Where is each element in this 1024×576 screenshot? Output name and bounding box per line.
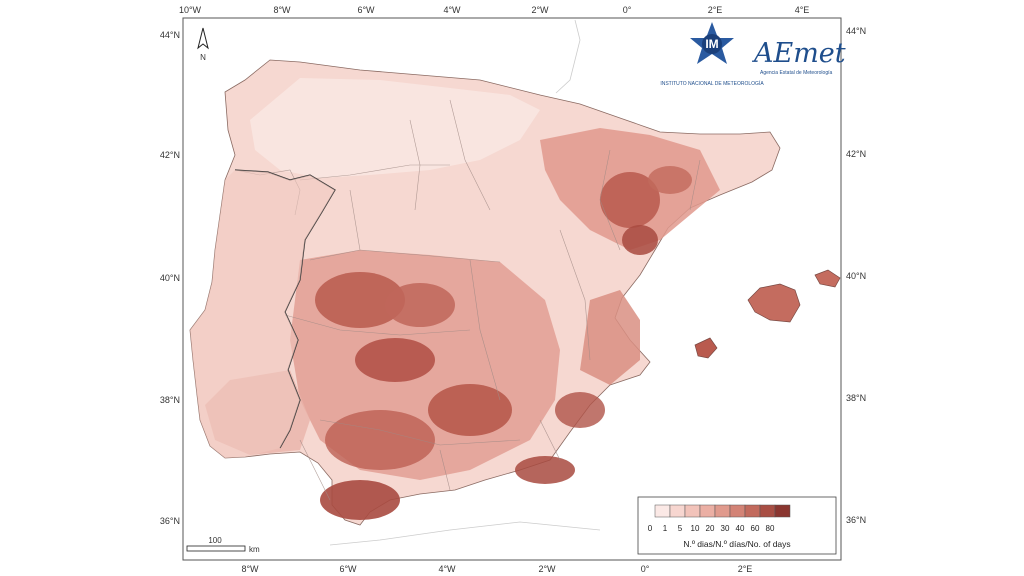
legend-swatch — [654, 504, 671, 518]
aemet-logo-sub: Agencia Estatal de Meteorología — [760, 70, 832, 76]
lat-tick-right: 38°N — [846, 393, 866, 403]
lon-tick-bottom: 0° — [641, 564, 650, 574]
aemet-logo: AEmet Agencia Estatal de Meteorología — [751, 38, 846, 76]
legend-swatch — [699, 504, 716, 518]
north-label: N — [200, 53, 206, 62]
africa-outline — [329, 521, 601, 546]
lat-tick-right: 40°N — [846, 271, 866, 281]
legend-title: N.º dias/N.º días/No. of days — [683, 539, 790, 549]
legend-swatch — [759, 504, 776, 518]
lat-tick-left: 44°N — [160, 30, 180, 40]
lon-tick-top: 8°W — [273, 5, 291, 15]
lat-ticks-left: 44°N 42°N 40°N 38°N 36°N — [160, 30, 180, 526]
lon-tick-bottom: 8°W — [241, 564, 259, 574]
legend-swatches — [654, 504, 791, 518]
lat-tick-left: 36°N — [160, 516, 180, 526]
lon-tick-top: 2°E — [708, 5, 723, 15]
lat-ticks-right: 44°N 42°N 40°N 38°N 36°N — [846, 26, 866, 525]
lon-tick-bottom: 2°W — [538, 564, 556, 574]
legend-label: 10 — [691, 524, 700, 533]
france-outline — [555, 19, 581, 94]
legend-swatch — [729, 504, 746, 518]
lon-tick-top: 2°W — [531, 5, 549, 15]
im-logo: IM INSTITUTO NACIONAL DE METEOROLOGÍA — [660, 22, 764, 87]
im-logo-sub: INSTITUTO NACIONAL DE METEOROLOGÍA — [660, 80, 764, 87]
legend-swatch — [669, 504, 686, 518]
legend-swatch — [774, 504, 791, 518]
legend-label: 20 — [706, 524, 715, 533]
lat-tick-right: 36°N — [846, 515, 866, 525]
ibiza — [694, 337, 718, 359]
mallorca — [747, 283, 801, 323]
lon-tick-bottom: 4°W — [438, 564, 456, 574]
legend-label: 40 — [736, 524, 745, 533]
lat-tick-left: 38°N — [160, 395, 180, 405]
legend-label: 0 — [648, 524, 653, 533]
lon-tick-top: 0° — [623, 5, 632, 15]
legend-labels: 0 1 5 10 20 30 40 60 80 — [648, 524, 775, 533]
menorca — [814, 269, 841, 288]
region-borders — [234, 99, 701, 501]
lon-ticks-top: 10°W 8°W 6°W 4°W 2°W 0° 2°E 4°E — [179, 5, 809, 15]
lat-tick-right: 42°N — [846, 149, 866, 159]
dark-zones — [315, 166, 692, 520]
legend-swatch — [714, 504, 731, 518]
lon-tick-bottom: 2°E — [738, 564, 753, 574]
scale-unit: km — [249, 545, 260, 554]
scale-value: 100 — [208, 536, 222, 545]
lat-tick-left: 40°N — [160, 273, 180, 283]
north-arrow-icon: N — [197, 27, 209, 62]
legend-swatch — [684, 504, 701, 518]
lat-tick-right: 44°N — [846, 26, 866, 36]
legend-label: 30 — [721, 524, 730, 533]
north-light-zone — [250, 78, 540, 178]
aemet-logo-text: AEmet — [751, 38, 846, 69]
legend-label: 80 — [766, 524, 775, 533]
im-logo-text: IM — [705, 37, 718, 51]
legend-swatch — [744, 504, 761, 518]
lon-ticks-bottom: 8°W 6°W 4°W 2°W 0° 2°E — [241, 564, 752, 574]
legend-label: 60 — [751, 524, 760, 533]
portugal-landmass — [190, 170, 335, 458]
lon-tick-top: 4°W — [443, 5, 461, 15]
lon-tick-top: 10°W — [179, 5, 202, 15]
legend-label: 5 — [678, 524, 683, 533]
lat-tick-left: 42°N — [160, 150, 180, 160]
scale-bar: 100 km — [186, 536, 260, 554]
lon-tick-top: 6°W — [357, 5, 375, 15]
legend: 0 1 5 10 20 30 40 60 80 N.º dias/N.º día… — [637, 496, 837, 555]
legend-label: 1 — [663, 524, 668, 533]
lon-tick-bottom: 6°W — [339, 564, 357, 574]
lon-tick-top: 4°E — [795, 5, 810, 15]
